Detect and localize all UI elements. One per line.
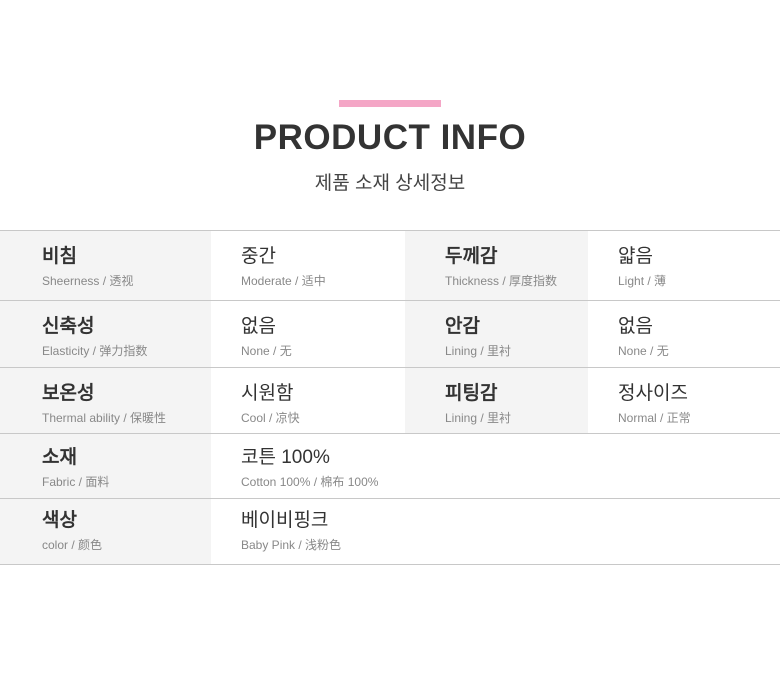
value: 정사이즈: [618, 383, 688, 404]
label-translation: Lining / 里衬: [445, 344, 512, 358]
value-translation: Baby Pink / 浅粉色: [241, 538, 342, 552]
label-translation: color / 颜色: [42, 538, 103, 552]
value: 없음: [241, 316, 276, 337]
value-translation: Light / 薄: [618, 274, 667, 288]
value: 없음: [618, 316, 653, 337]
value: 베이비핑크: [241, 510, 329, 531]
label: 색상: [42, 510, 77, 531]
label-translation: Fabric / 面料: [42, 475, 110, 489]
label: 신축성: [42, 316, 95, 337]
value: 얇음: [618, 246, 653, 267]
value: 중간: [241, 246, 276, 267]
value-translation: None / 无: [618, 344, 669, 358]
value-translation: Cotton 100% / 棉布 100%: [241, 475, 379, 489]
value-translation: Cool / 凉快: [241, 411, 300, 425]
label-translation: Thickness / 厚度指数: [445, 274, 558, 288]
table-row: 보온성 Thermal ability / 保暖性 시원함 Cool / 凉快 피팅…: [0, 368, 780, 434]
value-translation: Normal / 正常: [618, 411, 691, 425]
label-translation: Thermal ability / 保暖性: [42, 411, 167, 425]
label: 소재: [42, 447, 77, 468]
page-subtitle: 제품 소재 상세정보: [314, 173, 466, 194]
value-translation: Moderate / 适中: [241, 274, 326, 288]
label-translation: Elasticity / 弹力指数: [42, 344, 148, 358]
table-row: 소재 Fabric / 面料 코튼 100% Cotton 100% / 棉布 10…: [0, 434, 780, 499]
label-translation: Lining / 里衬: [445, 411, 512, 425]
label: 안감: [445, 316, 480, 337]
label: 피팅감: [445, 383, 498, 404]
value: 코튼 100%: [241, 447, 330, 468]
table-row: 비침 Sheerness / 透视 중간 Moderate / 适中 두께감 Thic…: [0, 231, 780, 301]
table-row: 신축성 Elasticity / 弹力指数 없음 None / 无 안감 Lining…: [0, 301, 780, 368]
value: 시원함: [241, 383, 294, 404]
label: 보온성: [42, 383, 95, 404]
value-translation: None / 无: [241, 344, 292, 358]
accent-bar: [339, 100, 441, 107]
label: 두께감: [445, 246, 498, 267]
label-translation: Sheerness / 透视: [42, 274, 134, 288]
table-row: 색상 color / 颜色 베이비핑크 Baby Pink / 浅粉色: [0, 499, 780, 565]
page-title: PRODUCT INFO: [253, 118, 527, 157]
label: 비침: [42, 246, 77, 267]
product-info-table: 비침 Sheerness / 透视 중간 Moderate / 适中 두께감 Thic…: [0, 230, 780, 565]
